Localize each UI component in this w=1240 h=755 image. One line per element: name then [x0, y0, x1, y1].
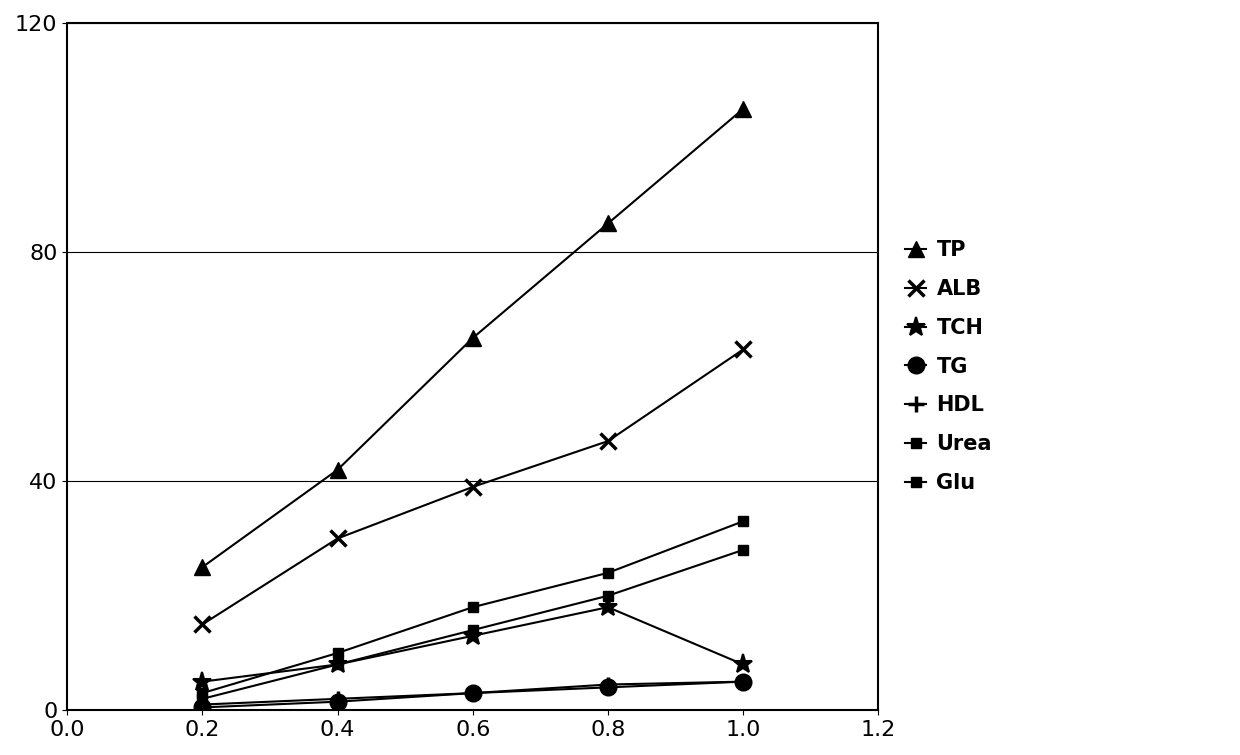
ALB — [600, 436, 615, 445]
Urea — [600, 569, 615, 578]
ALB — [735, 345, 750, 354]
Urea — [465, 602, 480, 612]
TCH — [465, 631, 480, 640]
Line: TP: TP — [195, 100, 751, 575]
TP — [330, 465, 345, 474]
Line: ALB: ALB — [195, 341, 751, 633]
ALB — [465, 482, 480, 492]
Urea — [330, 649, 345, 658]
Glu — [600, 591, 615, 600]
TG — [330, 697, 345, 706]
Line: TG: TG — [195, 673, 751, 716]
Glu — [735, 545, 750, 554]
Line: Urea: Urea — [197, 516, 748, 698]
TG — [465, 689, 480, 698]
Glu — [465, 626, 480, 635]
TCH — [735, 660, 750, 669]
TG — [600, 683, 615, 692]
TP — [465, 334, 480, 343]
ALB — [330, 534, 345, 543]
TP — [735, 104, 750, 113]
Glu — [195, 695, 210, 704]
HDL — [195, 700, 210, 709]
TCH — [600, 602, 615, 612]
HDL — [465, 689, 480, 698]
TG — [735, 677, 750, 686]
Urea — [735, 516, 750, 525]
Glu — [330, 660, 345, 669]
HDL — [600, 680, 615, 689]
Line: HDL: HDL — [195, 673, 751, 713]
Legend: TP, ALB, TCH, TG, HDL, Urea, Glu: TP, ALB, TCH, TG, HDL, Urea, Glu — [897, 232, 1001, 501]
TP — [195, 562, 210, 572]
ALB — [195, 620, 210, 629]
Line: Glu: Glu — [197, 545, 748, 704]
TCH — [330, 660, 345, 669]
HDL — [330, 695, 345, 704]
TG — [195, 703, 210, 712]
Urea — [195, 689, 210, 698]
Line: TCH: TCH — [192, 597, 753, 692]
HDL — [735, 677, 750, 686]
TP — [600, 219, 615, 228]
TCH — [195, 677, 210, 686]
